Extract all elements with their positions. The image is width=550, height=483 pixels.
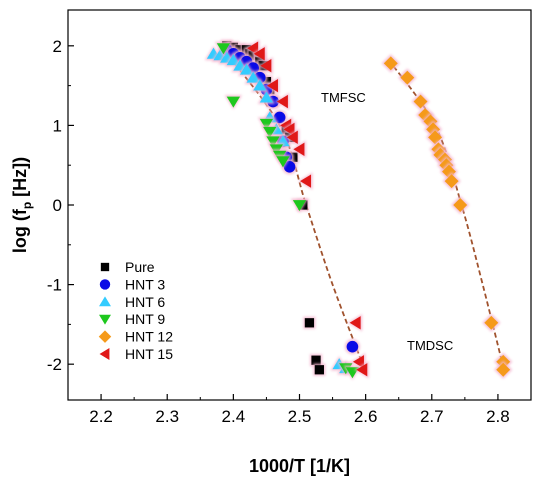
data-point-hnt-3 [283,160,296,173]
annotation-tmdsc: TMDSC [407,338,453,353]
data-point-hnt-9 [216,43,231,55]
annotation-tmfsc: TMFSC [321,90,366,105]
legend-marker-hnt-3 [99,279,111,290]
data-point-hnt-15 [283,122,295,137]
data-point-hnt-9 [263,126,277,138]
data-point-hnt-15 [300,174,312,188]
data-points [204,39,513,381]
data-point-pure [304,318,315,328]
y-tick-label: 1 [53,116,62,135]
legend-marker-hnt-6 [99,296,111,307]
data-point-hnt-9 [266,136,280,148]
data-point-pure [311,355,321,365]
data-point-hnt-12 [442,164,456,179]
x-tick-label: 2.8 [486,407,510,426]
data-point-hnt-15 [286,130,298,145]
data-point-hnt-15 [260,59,272,73]
legend-marker-pure [100,262,110,272]
data-point-hnt-12 [484,315,499,330]
data-point-hnt-12 [444,174,459,189]
legend-label: HNT 9 [125,311,165,327]
legend-marker-hnt-9 [99,314,111,325]
x-tick-label: 2.5 [288,407,312,426]
data-point-hnt-9 [276,156,290,168]
x-tick-label: 2.6 [354,407,378,426]
data-point-hnt-15 [253,47,265,61]
data-point-hnt-12 [418,108,433,123]
data-point-hnt-12 [400,70,415,85]
y-tick-label: 0 [53,196,62,215]
y-axis-title: log (fp [Hz]) [10,157,34,253]
data-point-pure [248,50,258,61]
y-tick-label: -1 [47,276,62,295]
data-point-hnt-6 [239,63,254,75]
data-point-hnt-15 [356,363,368,377]
data-point-pure [314,365,324,375]
data-point-hnt-6 [253,79,267,91]
x-tick-label: 2.3 [155,407,179,426]
data-point-hnt-15 [266,78,278,93]
legend-label: Pure [125,259,155,275]
data-point-hnt-9 [259,118,274,130]
y-axis-title-sub: p [20,202,34,209]
data-point-hnt-12 [423,114,438,129]
data-point-hnt-3 [346,340,359,353]
data-point-hnt-12 [413,94,428,109]
data-point-hnt-15 [276,94,288,109]
legend-marker-hnt-15 [99,348,110,360]
legend-marker-hnt-12 [98,330,112,343]
data-point-hnt-15 [349,316,361,330]
x-axis-title: 1000/T [1/K] [249,456,350,476]
data-point-hnt-12 [453,198,468,212]
data-point-hnt-9 [226,96,241,108]
legend-label: HNT 6 [125,294,165,310]
y-axis-title-tail: [Hz]) [10,157,30,202]
data-point-hnt-12 [383,56,398,71]
data-point-hnt-9 [292,200,307,212]
x-tick-label: 2.4 [222,407,246,426]
axis-ticks: 2.2 2.3 2.4 2.5 2.6 2.7 2.8 -2 -1 0 1 2 [47,37,532,426]
data-point-pure [235,45,245,55]
data-point-hnt-3 [273,111,286,124]
data-point-hnt-6 [246,71,260,83]
data-point-hnt-6 [226,54,241,66]
y-axis-title-main: log (f [10,208,30,253]
x-tick-label: 2.2 [89,407,113,426]
data-point-hnt-6 [259,91,274,103]
data-point-hnt-12 [496,362,511,377]
legend-label: HNT 12 [125,329,173,345]
data-point-pure [261,76,272,87]
data-point-hnt-15 [293,142,305,156]
legend-label: HNT 15 [125,346,173,362]
y-tick-label: 2 [53,37,62,56]
data-point-hnt-15 [352,355,364,369]
data-point-hnt-15 [247,41,259,55]
legend-label: HNT 3 [125,276,165,292]
y-tick-label: -2 [47,355,62,374]
x-tick-label: 2.7 [420,407,444,426]
